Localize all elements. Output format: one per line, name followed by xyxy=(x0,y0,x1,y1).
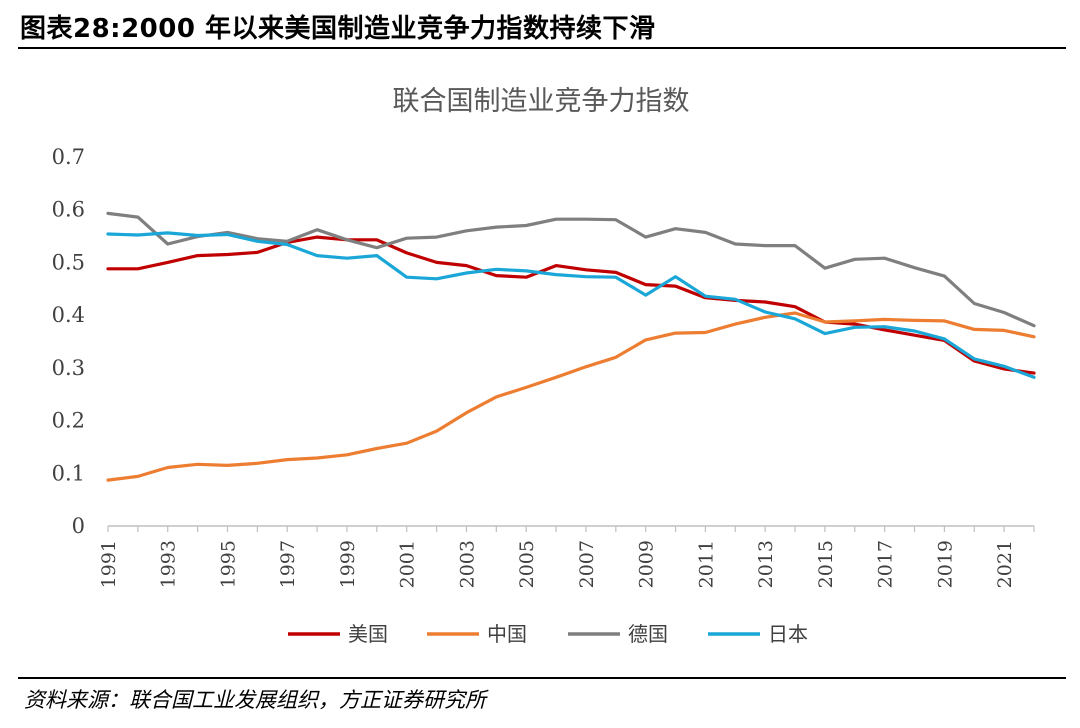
x-tick-label: 2021 xyxy=(994,540,1016,588)
chart-legend: 美国 中国 德国 日本 xyxy=(288,622,808,646)
legend-label: 中国 xyxy=(487,622,527,646)
y-tick-label: 0.7 xyxy=(52,145,85,169)
source-note: 资料来源：联合国工业发展组织，方正证券研究所 xyxy=(24,688,486,712)
x-tick-label: 2005 xyxy=(516,540,538,588)
x-tick-label: 2003 xyxy=(456,540,478,588)
x-tick-label: 1997 xyxy=(277,540,299,588)
series-line-2 xyxy=(106,311,1036,482)
series-line-3 xyxy=(106,211,1036,328)
top-rule xyxy=(18,47,1066,49)
chart-series xyxy=(106,211,1036,482)
x-tick-label: 2011 xyxy=(695,540,717,588)
x-tick-label: 1999 xyxy=(337,540,359,588)
chart-title: 联合国制造业竞争力指数 xyxy=(393,86,690,117)
y-tick-label: 0.6 xyxy=(52,198,85,222)
legend-label: 德国 xyxy=(628,622,668,646)
y-tick-label: 0 xyxy=(72,514,85,538)
x-tick-label: 2015 xyxy=(815,540,837,588)
x-tick-label: 1991 xyxy=(98,540,120,588)
y-tick-label: 0.3 xyxy=(52,356,85,380)
bottom-rule xyxy=(18,677,1066,679)
x-tick-label: 2007 xyxy=(576,540,598,588)
legend-label: 美国 xyxy=(348,622,388,646)
x-tick-label: 2001 xyxy=(397,540,419,588)
series-line-1 xyxy=(106,235,1036,375)
y-tick-label: 0.2 xyxy=(52,409,85,433)
x-tick-label: 2019 xyxy=(934,540,956,588)
y-tick-label: 0.5 xyxy=(52,250,85,274)
y-tick-label: 0.1 xyxy=(52,461,85,485)
y-tick-label: 0.4 xyxy=(52,303,85,327)
chart-axes: 0 0.1 0.2 0.3 0.4 0.5 0.6 0.7 1991 1993 1995 1997 19… xyxy=(52,145,1035,588)
series-line-4 xyxy=(106,231,1036,379)
figure-title: 图表28:2000 年以来美国制造业竞争力指数持续下滑 xyxy=(20,14,656,44)
x-tick-label: 2013 xyxy=(755,540,777,588)
x-tick-label: 2017 xyxy=(875,540,897,588)
x-tick-label: 1993 xyxy=(158,540,180,588)
x-tick-label: 2009 xyxy=(636,540,658,588)
legend-label: 日本 xyxy=(768,622,808,646)
x-tick-label: 1995 xyxy=(217,540,239,588)
